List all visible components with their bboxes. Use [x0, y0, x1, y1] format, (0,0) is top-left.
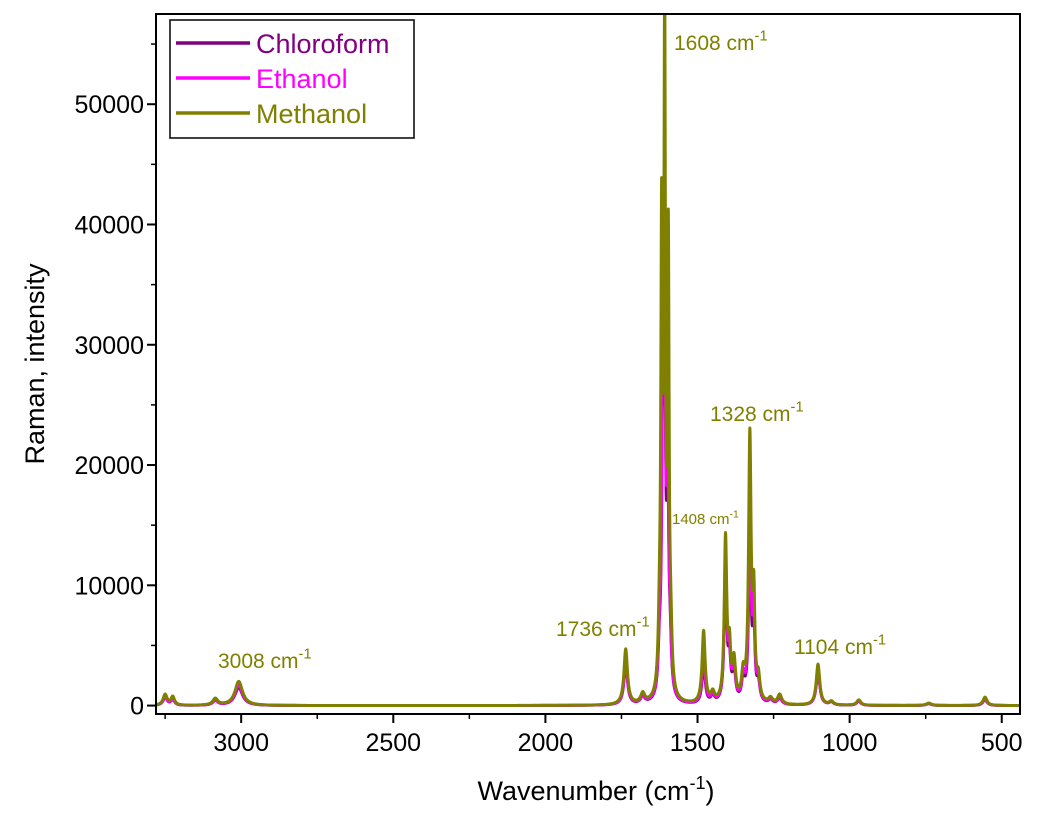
y-tick-label: 50000: [74, 91, 144, 119]
legend: Chloroform Ethanol Methanol: [169, 19, 415, 139]
y-axis-title: Raman, intensity: [20, 263, 50, 465]
peak-annotations: 3008 cm-1 1736 cm-1 1608 cm-1 1408 cm-1 1328…: [218, 29, 886, 673]
legend-label-methanol: Methanol: [256, 99, 367, 129]
peak-label-1608: 1608 cm-1: [674, 29, 768, 55]
x-tick-label: 3000: [213, 729, 269, 757]
plot-area: [156, 14, 1020, 708]
x-tick-label: 1500: [670, 729, 726, 757]
legend-label-ethanol: Ethanol: [256, 64, 348, 94]
x-tick-label: 1000: [822, 729, 878, 757]
y-tick-label: 0: [130, 693, 144, 721]
peak-label-1104: 1104 cm-1: [794, 633, 886, 659]
plot-frame: [155, 13, 1021, 715]
axis-titles: Wavenumber (cm-1) Raman, intensity: [20, 263, 715, 806]
peak-label-1328: 1328 cm-1: [710, 400, 804, 426]
x-tick-label: 2500: [365, 729, 421, 757]
peak-label-1408: 1408 cm-1: [672, 508, 739, 528]
axes: 3000 2500 2000 1500 1000 500 0 10000 20000 30000 4…: [74, 13, 1023, 757]
y-tick-label: 30000: [74, 332, 144, 360]
x-axis-title: Wavenumber (cm-1): [477, 773, 714, 806]
legend-label-chloroform: Chloroform: [256, 29, 390, 59]
y-tick-label: 20000: [74, 452, 144, 480]
x-tick-label: 2000: [518, 729, 574, 757]
x-tick-label: 500: [981, 729, 1023, 757]
y-tick-label: 10000: [74, 572, 144, 600]
peak-label-1736: 1736 cm-1: [556, 615, 650, 641]
peak-label-3008: 3008 cm-1: [218, 647, 312, 673]
y-tick-label: 40000: [74, 211, 144, 239]
series-line-methanol: [156, 14, 1020, 708]
